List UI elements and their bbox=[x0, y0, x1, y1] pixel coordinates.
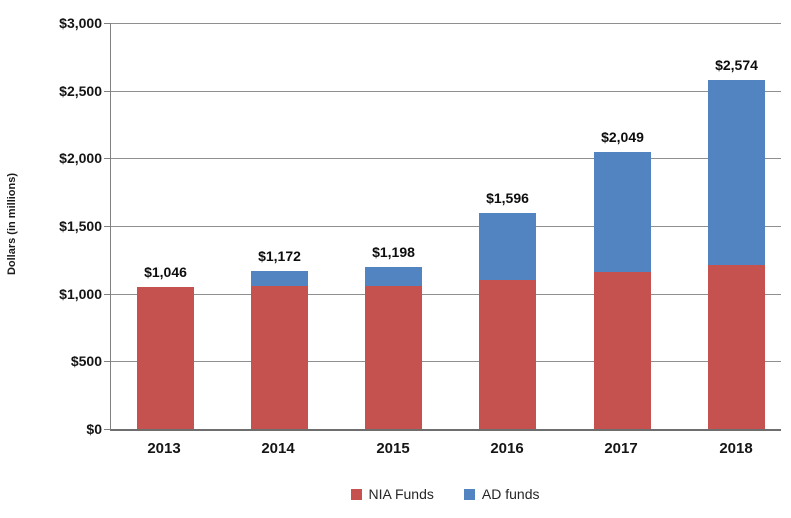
y-tick-mark bbox=[104, 158, 110, 159]
bar-total-label: $2,049 bbox=[601, 129, 644, 145]
gridline bbox=[111, 294, 781, 295]
bar-segment-nia-funds bbox=[137, 287, 194, 429]
y-tick-mark bbox=[104, 91, 110, 92]
bar-segment-nia-funds bbox=[708, 265, 765, 429]
y-tick-label: $2,000 bbox=[59, 150, 102, 166]
y-tick-mark bbox=[104, 429, 110, 430]
x-tick-label: 2015 bbox=[376, 440, 410, 457]
x-tick-label: 2018 bbox=[719, 440, 753, 457]
bar-segment-ad-funds bbox=[594, 152, 651, 272]
bar-total-label: $1,198 bbox=[372, 244, 415, 260]
bar-segment-ad-funds bbox=[365, 267, 422, 286]
y-tick-label: $1,500 bbox=[59, 218, 102, 234]
gridline bbox=[111, 23, 781, 24]
legend-item: AD funds bbox=[463, 486, 540, 502]
legend-label: NIA Funds bbox=[368, 486, 434, 502]
bar-total-label: $2,574 bbox=[715, 57, 758, 73]
bar-segment-nia-funds bbox=[594, 272, 651, 429]
x-tick-label: 2017 bbox=[604, 440, 638, 457]
bar-segment-nia-funds bbox=[365, 286, 422, 429]
bar-segment-ad-funds bbox=[251, 271, 308, 286]
y-tick-label: $500 bbox=[70, 353, 102, 369]
bar-segment-nia-funds bbox=[251, 286, 308, 429]
bar-segment-ad-funds bbox=[479, 213, 536, 280]
x-tick-label: 2014 bbox=[261, 440, 295, 457]
y-tick-label: $3,000 bbox=[59, 15, 102, 31]
bar-total-label: $1,596 bbox=[486, 190, 529, 206]
legend: NIA Funds AD funds bbox=[110, 486, 780, 502]
y-tick-mark bbox=[104, 226, 110, 227]
legend-swatch-icon bbox=[350, 488, 362, 500]
bar-segment-ad-funds bbox=[708, 80, 765, 265]
legend-swatch-icon bbox=[463, 488, 475, 500]
legend-item: NIA Funds bbox=[350, 486, 434, 502]
y-tick-label: $2,500 bbox=[59, 83, 102, 99]
legend-label: AD funds bbox=[481, 486, 540, 502]
gridline bbox=[111, 158, 781, 159]
y-tick-mark bbox=[104, 294, 110, 295]
gridline bbox=[111, 361, 781, 362]
y-tick-mark bbox=[104, 23, 110, 24]
bar-total-label: $1,046 bbox=[144, 264, 187, 280]
y-tick-mark bbox=[104, 361, 110, 362]
x-tick-label: 2013 bbox=[147, 440, 181, 457]
gridline bbox=[111, 91, 781, 92]
x-tick-label: 2016 bbox=[490, 440, 524, 457]
gridline bbox=[111, 226, 781, 227]
bar-segment-nia-funds bbox=[479, 280, 536, 429]
y-tick-label: $0 bbox=[86, 421, 102, 437]
bar-total-label: $1,172 bbox=[258, 248, 301, 264]
y-tick-label: $1,000 bbox=[59, 286, 102, 302]
plot-area: $1,046 $1,172 $1,198 $1,596 $2,049 $2,574 bbox=[110, 23, 781, 431]
